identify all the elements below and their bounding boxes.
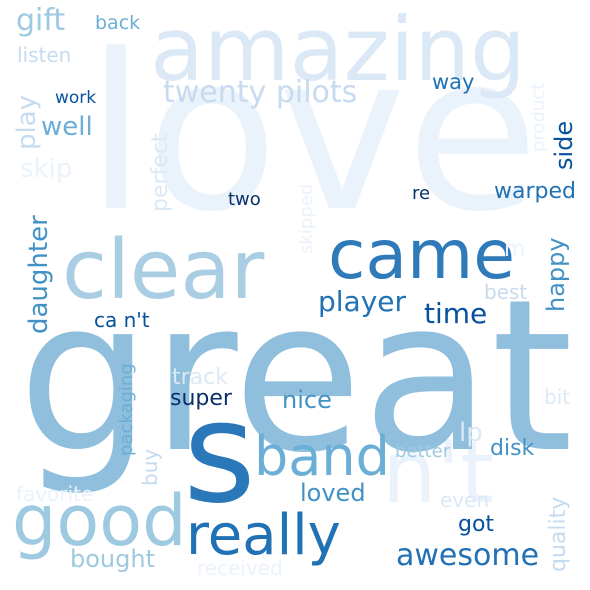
word-buy: buy [138,448,162,486]
word-skipped: skipped [296,183,317,254]
word-gift: gift [16,3,66,38]
word-play: play [12,94,42,150]
word-way: way [432,70,475,94]
word-packaging: packaging [116,363,137,456]
word-nice: nice [282,386,332,414]
word-perfect: perfect [148,133,173,212]
word-really: really [186,503,341,568]
word-skip: skip [20,154,73,184]
word-disk: disk [490,436,535,461]
word-well: well [41,112,93,142]
word-love: love [86,8,539,259]
word-amazing: amazing [150,0,526,101]
word-twenty-pilots: twenty pilots [163,75,358,110]
word-awesome: awesome [396,538,540,573]
word-m: m [504,237,526,262]
word-s: s [183,372,256,535]
word-band: band [254,425,390,488]
word-got: got [458,512,495,537]
word-track: track [172,365,228,390]
word-clear: clear [62,223,265,318]
word-back: back [95,12,141,34]
word-cant: ca n't [94,308,150,332]
word-lp: lp [459,418,483,448]
word-product: product [528,82,549,152]
word-daughter: daughter [24,215,54,334]
word-two: two [228,189,261,210]
word-came: came [328,216,516,295]
word-loved: loved [300,479,366,507]
word-side: side [550,120,578,170]
word-warped: warped [494,179,576,204]
word-time: time [424,297,488,330]
word-even: even [440,488,490,512]
word-quality: quality [546,496,571,572]
word-bit: bit [544,385,571,409]
word-received: received [197,556,283,580]
word-best: best [484,280,528,304]
word-super: super [170,386,232,411]
word-player: player [318,285,407,318]
word-re: re [412,183,431,204]
word-listen: listen [17,43,72,67]
word-great: great [18,254,574,499]
word-work: work [55,88,97,108]
word-good: good [12,480,187,562]
word-nt-big: n't [382,423,494,523]
word-better: better [395,441,451,462]
word-favorite: favorite [16,482,94,506]
word-bought: bought [70,545,155,573]
word-happy: happy [542,237,570,312]
